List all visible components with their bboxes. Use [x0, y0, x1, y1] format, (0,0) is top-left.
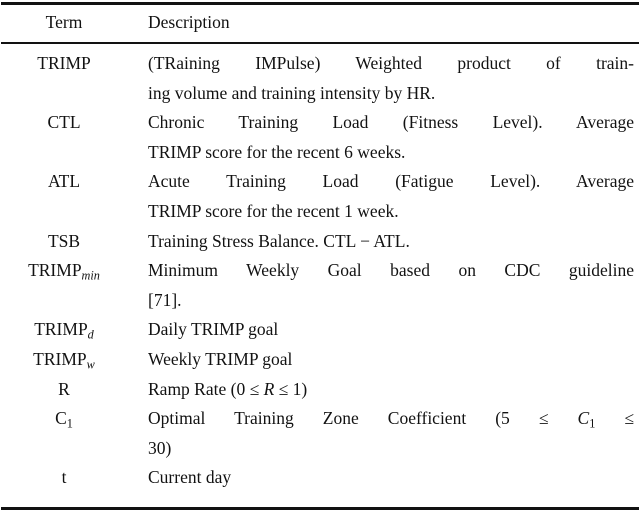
table-row: TSB Training Stress Balance. CTL − ATL.	[0, 227, 640, 257]
table-row: R Ramp Rate (0 ≤ R ≤ 1)	[0, 375, 640, 405]
text-segment: ATL	[47, 171, 81, 192]
table-header-row: Term Description	[0, 7, 640, 37]
text-segment: 1	[66, 416, 73, 431]
table-row: TRIMPmin Minimum Weekly Goal based on CDC…	[0, 256, 640, 315]
text-segment: TRIMP	[37, 53, 91, 73]
text-segment: Training Stress Balance. CTL − ATL.	[148, 230, 410, 251]
table-body: TRIMP (TRaining IMPulse) Weighted product…	[0, 49, 640, 493]
text-segment: C	[55, 408, 67, 429]
text-segment: TSB	[47, 230, 81, 251]
description-line: Minimum Weekly Goal based on CDC guideli…	[148, 256, 634, 286]
description-line: 30)	[148, 434, 634, 464]
term-cell: TRIMPmin	[0, 256, 128, 286]
description-cell: Chronic Training Load (Fitness Level). A…	[148, 108, 634, 167]
text-segment: ≤ 1)	[274, 378, 308, 399]
text-segment: ing volume and training intensity by HR.	[148, 82, 436, 103]
table-bottom-rule	[1, 507, 639, 510]
column-header-term: Term	[45, 12, 83, 32]
description-cell: Weekly TRIMP goal	[148, 345, 634, 375]
text-segment: TRIMP	[34, 319, 88, 340]
text-segment: Optimal Training Zone Coefficient (5 ≤	[148, 408, 578, 429]
description-line: Acute Training Load (Fatigue Level). Ave…	[148, 167, 634, 197]
description-line: Chronic Training Load (Fitness Level). A…	[148, 108, 634, 138]
description-line: (TRaining IMPulse) Weighted product of t…	[148, 49, 634, 79]
text-segment: Weekly TRIMP goal	[148, 348, 293, 369]
table-header-rule	[1, 42, 639, 44]
term-cell: t	[0, 463, 128, 493]
table-row: C1 Optimal Training Zone Coefficient (5 ≤…	[0, 404, 640, 463]
text-segment: Chronic Training Load (Fitness Level). A…	[148, 112, 634, 133]
term-cell: TSB	[0, 227, 128, 257]
description-line: Weekly TRIMP goal	[148, 345, 634, 375]
text-segment: R	[263, 378, 275, 399]
text-segment: Minimum Weekly Goal based on CDC guideli…	[148, 260, 634, 281]
text-segment: min	[81, 268, 100, 283]
description-line: Daily TRIMP goal	[148, 315, 634, 345]
description-cell: Daily TRIMP goal	[148, 315, 634, 345]
description-line: ing volume and training intensity by HR.	[148, 79, 634, 109]
term-cell: R	[0, 375, 128, 405]
description-cell: Training Stress Balance. CTL − ATL.	[148, 227, 634, 257]
description-line: TRIMP score for the recent 1 week.	[148, 197, 634, 227]
term-cell: CTL	[0, 108, 128, 138]
description-line: Ramp Rate (0 ≤ R ≤ 1)	[148, 375, 634, 405]
column-header-description: Description	[148, 12, 230, 32]
table-row: TRIMP (TRaining IMPulse) Weighted product…	[0, 49, 640, 108]
description-line: Optimal Training Zone Coefficient (5 ≤ C…	[148, 404, 634, 434]
table-top-rule	[1, 2, 639, 5]
description-cell: (TRaining IMPulse) Weighted product of t…	[148, 49, 634, 108]
text-segment: TRIMP	[28, 260, 82, 281]
term-cell: TRIMPd	[0, 315, 128, 345]
table-row: TRIMPw Weekly TRIMP goal	[0, 345, 640, 375]
description-line: [71].	[148, 286, 634, 316]
text-segment: t	[61, 467, 67, 488]
term-cell: TRIMPw	[0, 345, 128, 375]
description-cell: Ramp Rate (0 ≤ R ≤ 1)	[148, 375, 634, 405]
description-cell: Minimum Weekly Goal based on CDC guideli…	[148, 256, 634, 315]
text-segment: Current day	[148, 467, 232, 488]
description-cell: Acute Training Load (Fatigue Level). Ave…	[148, 167, 634, 226]
term-cell: ATL	[0, 167, 128, 197]
description-line: Training Stress Balance. CTL − ATL.	[148, 227, 634, 257]
text-segment: TRIMP score for the recent 1 week.	[148, 200, 399, 221]
term-cell: TRIMP	[0, 49, 128, 79]
text-segment: Ramp Rate (0 ≤	[148, 378, 264, 399]
description-line: Current day	[148, 463, 634, 493]
column-gap	[128, 7, 148, 37]
text-segment: ≤	[595, 408, 634, 429]
text-segment: TRIMP score for the recent 6 weeks.	[148, 141, 406, 162]
text-segment: R	[58, 378, 70, 399]
text-segment: C	[577, 408, 590, 429]
text-segment: Daily TRIMP goal	[148, 319, 279, 340]
description-cell: Optimal Training Zone Coefficient (5 ≤ C…	[148, 404, 634, 463]
text-segment: [71].	[148, 289, 182, 310]
table-row: CTL Chronic Training Load (Fitness Level)…	[0, 108, 640, 167]
text-segment: TRIMP	[33, 348, 87, 369]
table-row: ATL Acute Training Load (Fatigue Level). …	[0, 167, 640, 226]
description-cell: Current day	[148, 463, 634, 493]
text-segment: Acute Training Load (Fatigue Level). Ave…	[148, 171, 634, 192]
text-segment: 1	[589, 416, 596, 431]
text-segment: d	[87, 327, 94, 342]
text-segment: (TRaining IMPulse) Weighted product of t…	[148, 53, 634, 73]
table-row: TRIMPd Daily TRIMP goal	[0, 315, 640, 345]
term-cell: C1	[0, 404, 128, 434]
text-segment: CTL	[47, 112, 81, 133]
table-row: t Current day	[0, 463, 640, 493]
text-segment: 30)	[148, 437, 172, 458]
text-segment: w	[86, 357, 95, 372]
description-line: TRIMP score for the recent 6 weeks.	[148, 138, 634, 168]
